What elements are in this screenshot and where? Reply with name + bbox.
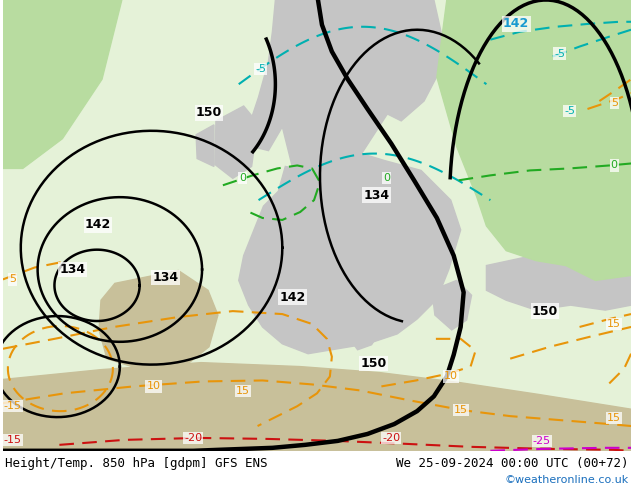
- Text: -15: -15: [4, 401, 22, 411]
- Text: 150: 150: [360, 357, 387, 370]
- Text: -20: -20: [184, 433, 202, 443]
- Text: -5: -5: [255, 64, 266, 74]
- Text: 150: 150: [532, 305, 558, 318]
- Polygon shape: [215, 106, 257, 178]
- Text: 5: 5: [611, 98, 618, 108]
- Text: 142: 142: [85, 219, 111, 231]
- Text: 142: 142: [503, 17, 529, 30]
- Text: 15: 15: [236, 386, 250, 396]
- Polygon shape: [370, 0, 447, 121]
- Text: -20: -20: [382, 433, 400, 443]
- Text: 15: 15: [454, 405, 468, 415]
- Text: 150: 150: [196, 106, 222, 120]
- Text: 134: 134: [152, 271, 179, 284]
- Text: 15: 15: [607, 413, 621, 423]
- Text: 10: 10: [146, 381, 160, 392]
- Text: 134: 134: [59, 263, 86, 276]
- Text: 142: 142: [279, 291, 306, 304]
- Polygon shape: [196, 125, 214, 167]
- Polygon shape: [3, 363, 631, 451]
- Polygon shape: [3, 0, 122, 169]
- Polygon shape: [99, 270, 218, 370]
- Polygon shape: [285, 327, 302, 345]
- Text: -5: -5: [554, 49, 566, 58]
- Text: 15: 15: [607, 319, 621, 329]
- Text: 10: 10: [444, 371, 458, 382]
- Text: 134: 134: [363, 189, 389, 202]
- Text: 0: 0: [239, 173, 246, 183]
- Text: ©weatheronline.co.uk: ©weatheronline.co.uk: [505, 475, 629, 485]
- Polygon shape: [437, 0, 631, 280]
- Text: 0: 0: [611, 160, 618, 171]
- Text: Height/Temp. 850 hPa [gdpm] GFS ENS: Height/Temp. 850 hPa [gdpm] GFS ENS: [5, 457, 268, 470]
- Polygon shape: [249, 0, 296, 150]
- Polygon shape: [239, 153, 461, 354]
- Text: -15: -15: [4, 435, 22, 445]
- Polygon shape: [282, 0, 404, 183]
- Polygon shape: [432, 280, 472, 330]
- Text: 5: 5: [10, 274, 16, 284]
- Text: -5: -5: [564, 106, 575, 116]
- Text: 0: 0: [383, 173, 390, 183]
- Polygon shape: [486, 251, 631, 310]
- Text: -25: -25: [533, 436, 551, 446]
- Text: We 25-09-2024 00:00 UTC (00+72): We 25-09-2024 00:00 UTC (00+72): [396, 457, 629, 470]
- Polygon shape: [332, 256, 382, 350]
